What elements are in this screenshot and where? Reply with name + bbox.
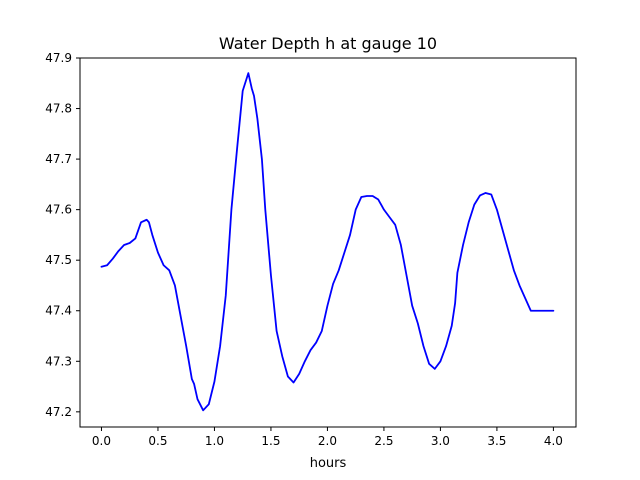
y-tick-label: 47.9	[45, 51, 72, 65]
axes-frame	[79, 57, 577, 428]
x-axis-label: hours	[310, 456, 347, 471]
y-tick-label: 47.2	[45, 405, 72, 419]
x-axis-ticks: 0.0 0.5 1.0 1.5 2.0 2.5 3.0 3.5 4.0	[92, 427, 563, 448]
x-tick-label: 0.5	[148, 434, 167, 448]
y-tick-label: 47.4	[45, 304, 72, 318]
y-axis-ticks: 47.2 47.3 47.4 47.5 47.6 47.7 47.8 47.9	[45, 51, 80, 419]
y-tick-label: 47.3	[45, 354, 72, 368]
y-tick-label: 47.8	[45, 102, 72, 116]
series-line	[100, 72, 555, 412]
y-tick-label: 47.7	[45, 152, 72, 166]
x-tick-label: 0.0	[92, 434, 111, 448]
x-tick-label: 4.0	[544, 434, 563, 448]
x-tick-label: 1.0	[205, 434, 224, 448]
x-tick-label: 2.5	[374, 434, 393, 448]
x-tick-label: 3.5	[487, 434, 506, 448]
y-tick-label: 47.6	[45, 203, 72, 217]
x-tick-label: 1.5	[261, 434, 280, 448]
y-tick-label: 47.5	[45, 253, 72, 267]
x-tick-label: 3.0	[431, 434, 450, 448]
plot-area	[100, 72, 555, 412]
chart-title: Water Depth h at gauge 10	[219, 34, 437, 53]
x-tick-label: 2.0	[318, 434, 337, 448]
